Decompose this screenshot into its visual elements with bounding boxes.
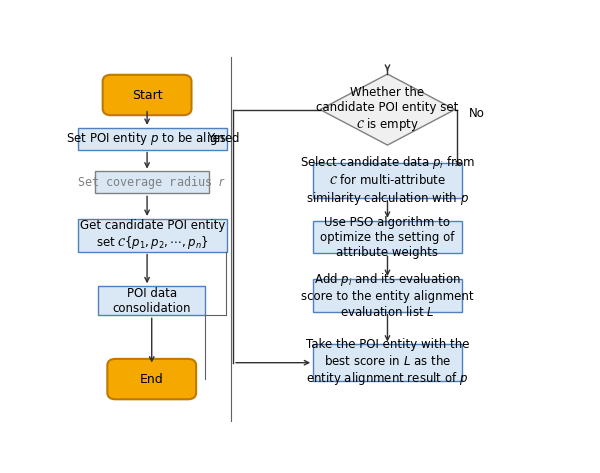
- FancyBboxPatch shape: [107, 359, 196, 399]
- Text: POI data
consolidation: POI data consolidation: [112, 287, 191, 315]
- Bar: [79, 128, 227, 149]
- Bar: [79, 219, 227, 252]
- Text: Start: Start: [132, 88, 163, 102]
- Text: Select candidate data $p_i$ from
$\mathcal{C}$ for multi-attribute
similarity ca: Select candidate data $p_i$ from $\mathc…: [300, 154, 475, 207]
- Bar: [313, 344, 462, 381]
- Text: Take the POI entity with the
best score in $L$ as the
entity alignment result of: Take the POI entity with the best score …: [306, 338, 469, 387]
- Bar: [313, 163, 462, 198]
- Polygon shape: [320, 74, 455, 145]
- Text: Yes: Yes: [207, 132, 226, 145]
- Text: Set coverage radius $r$: Set coverage radius $r$: [77, 174, 226, 191]
- FancyBboxPatch shape: [103, 75, 191, 115]
- Text: Get candidate POI entity
set $\mathcal{C}\{p_1, p_2, \cdots, p_n\}$: Get candidate POI entity set $\mathcal{C…: [80, 219, 226, 252]
- Bar: [95, 172, 209, 193]
- Bar: [313, 279, 462, 312]
- Text: No: No: [469, 107, 485, 120]
- Text: Whether the
candidate POI entity set
$\mathcal{C}$ is empty: Whether the candidate POI entity set $\m…: [316, 86, 458, 133]
- Text: Use PSO algorithm to
optimize the setting of
attribute weights: Use PSO algorithm to optimize the settin…: [320, 216, 455, 259]
- Bar: [98, 286, 205, 315]
- Text: End: End: [140, 373, 164, 385]
- Text: Add $p_i$ and its evaluation
score to the entity alignment
evaluation list $L$: Add $p_i$ and its evaluation score to th…: [301, 271, 474, 319]
- Bar: [313, 220, 462, 254]
- Text: Set POI entity $p$ to be aligned: Set POI entity $p$ to be aligned: [66, 130, 240, 147]
